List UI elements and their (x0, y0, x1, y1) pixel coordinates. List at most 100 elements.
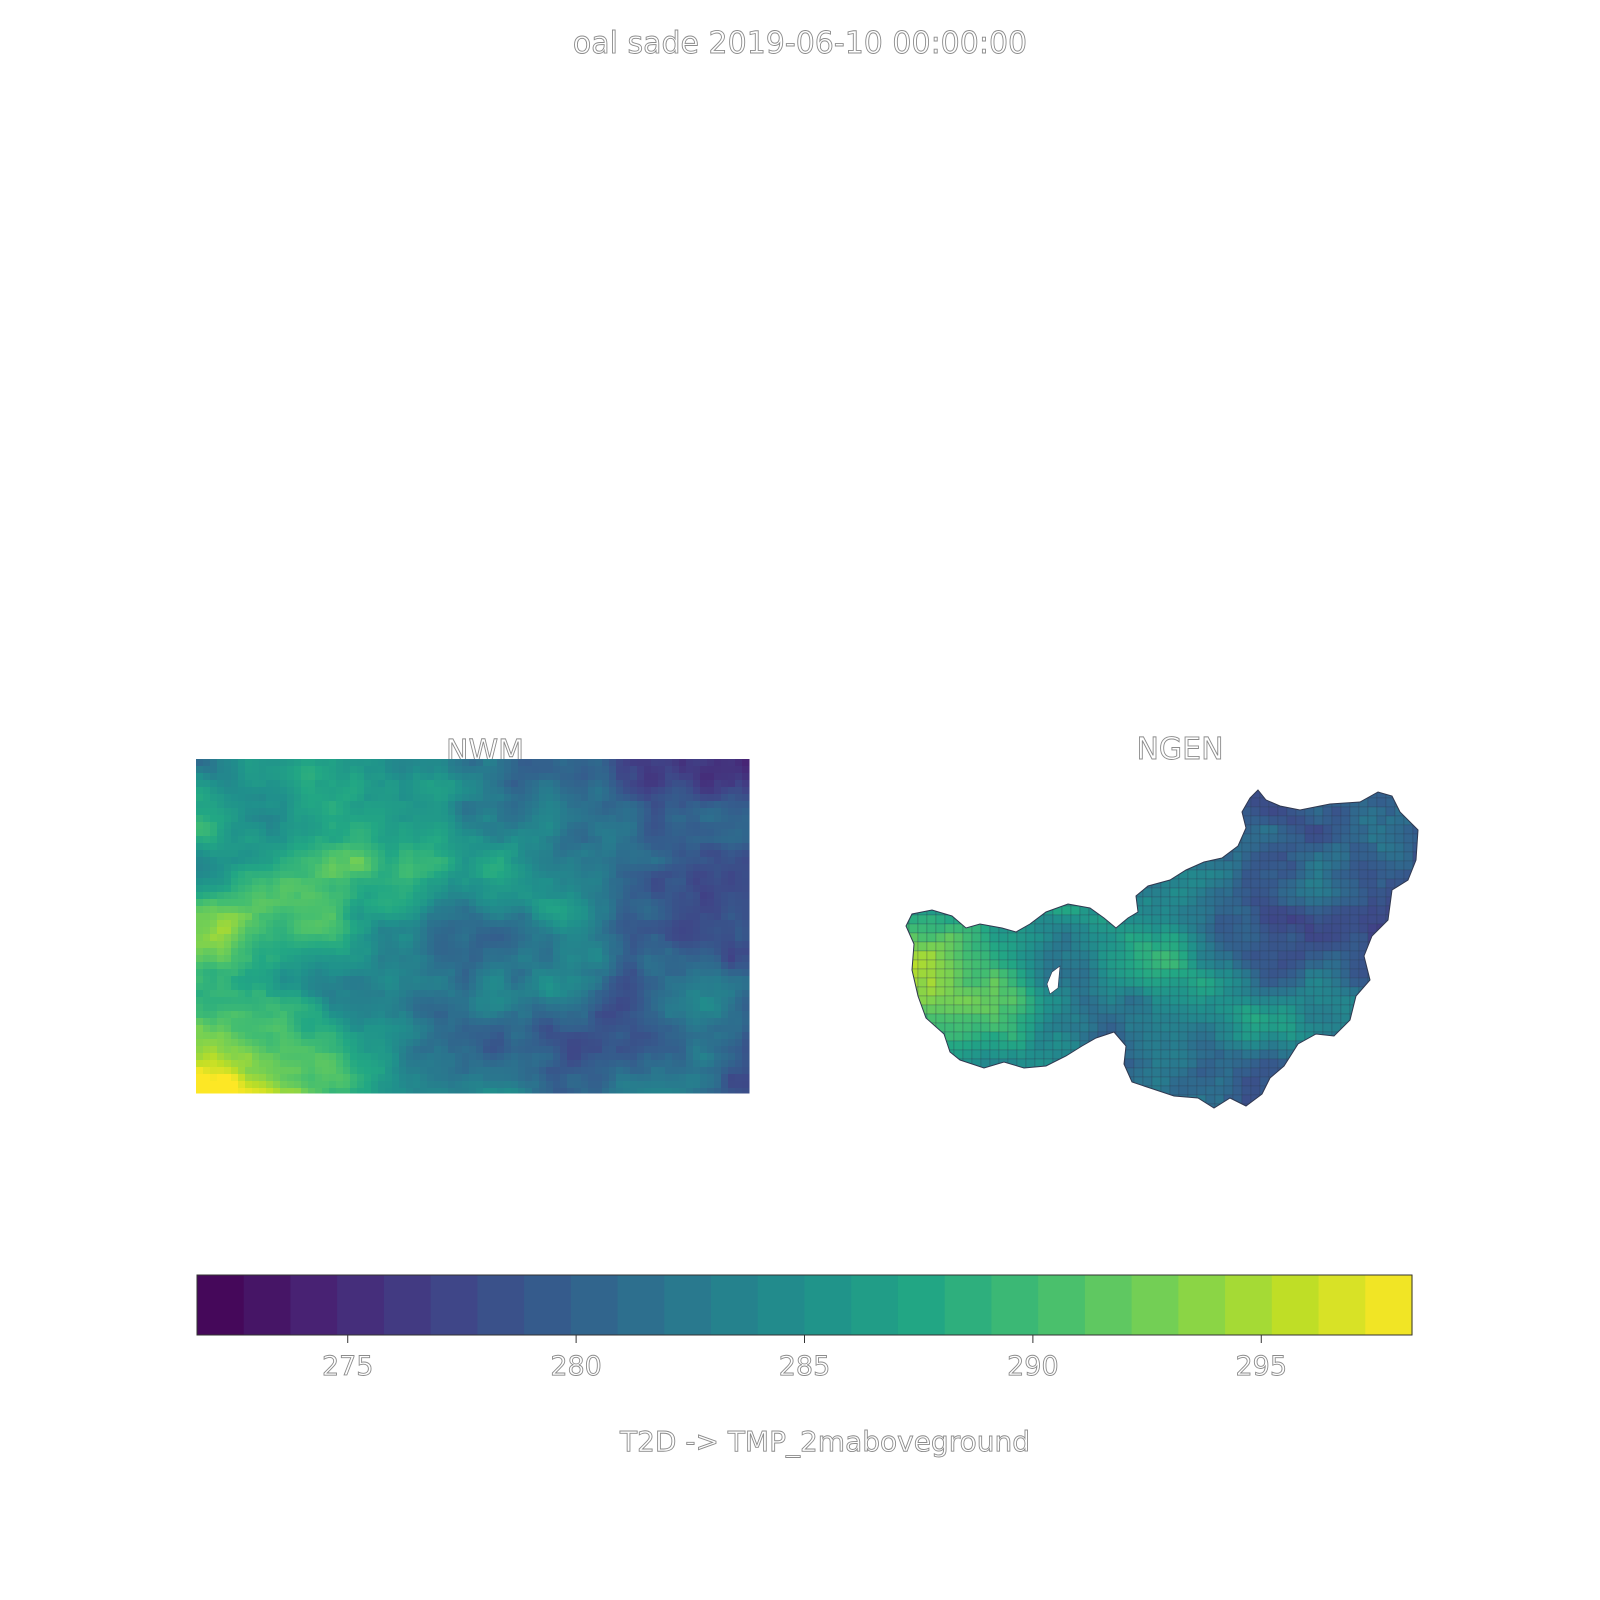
nwm-grid-cell (350, 899, 358, 907)
nwm-grid-cell (497, 976, 505, 984)
nwm-grid-cell (532, 850, 540, 858)
nwm-grid-cell (392, 1039, 400, 1047)
nwm-grid-cell (273, 822, 281, 830)
nwm-grid-cell (497, 1018, 505, 1026)
ngen-catchment (1215, 798, 1224, 807)
nwm-grid-cell (280, 871, 288, 879)
nwm-grid-cell (238, 759, 246, 767)
nwm-grid-cell (616, 1032, 624, 1040)
nwm-grid-cell (343, 801, 351, 809)
nwm-grid-cell (329, 1039, 337, 1047)
nwm-grid-cell (294, 1032, 302, 1040)
nwm-grid-cell (399, 997, 407, 1005)
nwm-grid-cell (434, 997, 442, 1005)
nwm-grid-cell (700, 969, 708, 977)
nwm-grid-cell (532, 787, 540, 795)
nwm-grid-cell (252, 941, 260, 949)
ngen-catchment (1332, 843, 1341, 852)
nwm-grid-cell (511, 990, 519, 998)
nwm-grid-cell (483, 1018, 491, 1026)
nwm-grid-cell (609, 822, 617, 830)
nwm-grid-cell (525, 871, 533, 879)
nwm-grid-cell (532, 948, 540, 956)
nwm-grid-cell (742, 955, 750, 963)
nwm-grid-cell (581, 948, 589, 956)
ngen-catchment (972, 906, 981, 915)
nwm-grid-cell (665, 780, 673, 788)
nwm-grid-cell (574, 787, 582, 795)
nwm-grid-cell (273, 1025, 281, 1033)
nwm-grid-cell (623, 1046, 631, 1054)
nwm-grid-cell (420, 787, 428, 795)
nwm-grid-cell (336, 1088, 344, 1094)
nwm-grid-cell (644, 773, 652, 781)
nwm-grid-cell (504, 829, 512, 837)
nwm-grid-cell (518, 1074, 526, 1082)
ngen-catchment (1242, 870, 1251, 879)
nwm-grid-cell (266, 927, 274, 935)
nwm-grid-cell (721, 885, 729, 893)
nwm-grid-cell (462, 787, 470, 795)
nwm-grid-cell (707, 1032, 715, 1040)
ngen-catchment (1323, 906, 1332, 915)
nwm-grid-cell (595, 969, 603, 977)
nwm-grid-cell (707, 906, 715, 914)
ngen-catchment (1017, 897, 1026, 906)
nwm-grid-cell (490, 864, 498, 872)
nwm-grid-cell (609, 836, 617, 844)
nwm-grid-cell (476, 892, 484, 900)
ngen-catchment (1305, 915, 1314, 924)
nwm-grid-cell (623, 836, 631, 844)
ngen-catchment (1269, 780, 1278, 789)
nwm-grid-cell (532, 892, 540, 900)
ngen-catchment (1098, 843, 1107, 852)
nwm-grid-cell (546, 843, 554, 851)
nwm-grid-cell (511, 1046, 519, 1054)
nwm-grid-cell (707, 878, 715, 886)
nwm-grid-cell (497, 1088, 505, 1094)
ngen-catchment (1386, 861, 1395, 870)
nwm-grid-cell (455, 941, 463, 949)
ngen-catchment (1170, 816, 1179, 825)
nwm-grid-cell (518, 1060, 526, 1068)
ngen-catchment (1116, 933, 1125, 942)
nwm-grid-cell (399, 1025, 407, 1033)
nwm-grid-cell (504, 1025, 512, 1033)
ngen-catchment (1152, 816, 1161, 825)
nwm-grid-cell (546, 913, 554, 921)
nwm-grid-cell (210, 934, 218, 942)
nwm-grid-cell (686, 1060, 694, 1068)
nwm-grid-cell (231, 1039, 239, 1047)
ngen-catchment (936, 780, 945, 789)
ngen-catchment (1368, 951, 1377, 960)
ngen-catchment (1350, 933, 1359, 942)
nwm-grid-cell (385, 794, 393, 802)
ngen-catchment (945, 933, 954, 942)
ngen-catchment (999, 942, 1008, 951)
nwm-grid-cell (336, 997, 344, 1005)
nwm-grid-cell (259, 990, 267, 998)
ngen-catchment (1017, 888, 1026, 897)
nwm-grid-cell (441, 815, 449, 823)
nwm-grid-cell (511, 829, 519, 837)
ngen-catchment (1098, 870, 1107, 879)
nwm-grid-cell (420, 1067, 428, 1075)
nwm-grid-cell (700, 878, 708, 886)
nwm-grid-cell (602, 1018, 610, 1026)
nwm-grid-cell (560, 1067, 568, 1075)
nwm-grid-cell (581, 1025, 589, 1033)
nwm-grid-cell (602, 829, 610, 837)
nwm-grid-cell (665, 962, 673, 970)
ngen-catchment (900, 825, 909, 834)
nwm-grid-cell (343, 780, 351, 788)
nwm-grid-cell (511, 1060, 519, 1068)
nwm-grid-cell (560, 794, 568, 802)
nwm-grid-cell (308, 1074, 316, 1082)
nwm-grid-cell (539, 857, 547, 865)
nwm-grid-cell (595, 955, 603, 963)
nwm-grid-cell (259, 829, 267, 837)
nwm-grid-cell (588, 773, 596, 781)
nwm-grid-cell (616, 1011, 624, 1019)
nwm-grid-cell (350, 759, 358, 767)
nwm-grid-cell (651, 997, 659, 1005)
